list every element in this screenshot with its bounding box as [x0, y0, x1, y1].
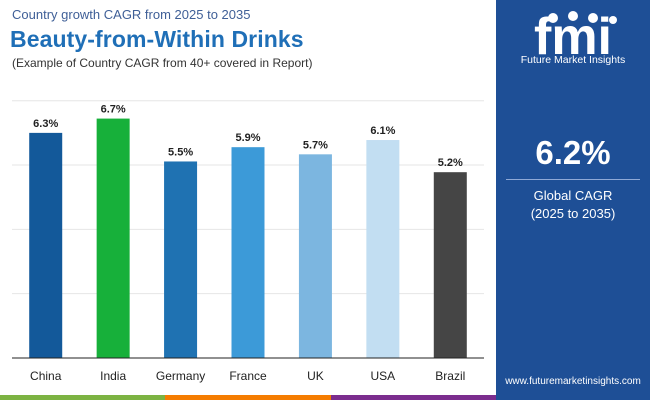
chart-subtitle: Country growth CAGR from 2025 to 2035: [12, 7, 251, 22]
bar-usa: [366, 140, 400, 358]
strip-segment-orange: [165, 395, 331, 400]
chart-title: Beauty-from-Within Drinks: [10, 26, 304, 52]
sidebar-panel: fmi Future Market Insights 6.2% Global C…: [496, 0, 650, 400]
value-label-uk: 5.7%: [303, 139, 328, 151]
bottom-color-strip: [0, 395, 496, 400]
logo-leaf-icon: [588, 13, 598, 23]
bar-india: [96, 118, 130, 358]
logo-company-name: Future Market Insights: [520, 54, 626, 66]
value-label-germany: 5.5%: [168, 146, 193, 158]
bar-germany: [164, 161, 198, 358]
global-cagr-period: (2025 to 2035): [530, 206, 616, 221]
tick-label-brazil: Brazil: [435, 369, 465, 383]
header: Country growth CAGR from 2025 to 2035 Be…: [0, 0, 496, 84]
strip-segment-green: [0, 395, 166, 400]
chart-area: 6.3% China 6.7% India 5.5% Germany 5.9% France 5…: [0, 84, 496, 400]
value-label-usa: 6.1%: [370, 125, 395, 137]
logo-globe-icon: [548, 13, 558, 23]
bar-france: [231, 147, 265, 358]
bar-china: [29, 132, 63, 358]
value-label-india: 6.7%: [101, 104, 126, 116]
tick-label-india: India: [100, 369, 126, 383]
bar-brazil: [433, 172, 467, 358]
tick-label-uk: UK: [307, 369, 324, 383]
sidebar-divider: [506, 179, 640, 180]
value-label-brazil: 5.2%: [438, 157, 463, 169]
bar-chart: 6.3% China 6.7% India 5.5% Germany 5.9% France 5…: [12, 100, 484, 383]
value-label-china: 6.3%: [33, 118, 58, 130]
fmi-logo: fmi: [534, 8, 617, 66]
website-url: www.futuremarketinsights.com: [505, 376, 641, 387]
tick-label-france: France: [229, 369, 267, 383]
logo-person-icon: [568, 11, 578, 21]
global-cagr-value: 6.2%: [535, 134, 611, 171]
logo-drop-icon: [609, 16, 617, 24]
value-label-france: 5.9%: [235, 132, 260, 144]
global-cagr-label: Global CAGR: [533, 188, 613, 203]
chart-note: (Example of Country CAGR from 40+ covere…: [12, 56, 313, 70]
tick-label-usa: USA: [371, 369, 396, 383]
bar-uk: [298, 154, 332, 358]
tick-label-china: China: [30, 369, 62, 383]
tick-label-germany: Germany: [156, 369, 205, 383]
strip-segment-purple: [330, 395, 496, 400]
